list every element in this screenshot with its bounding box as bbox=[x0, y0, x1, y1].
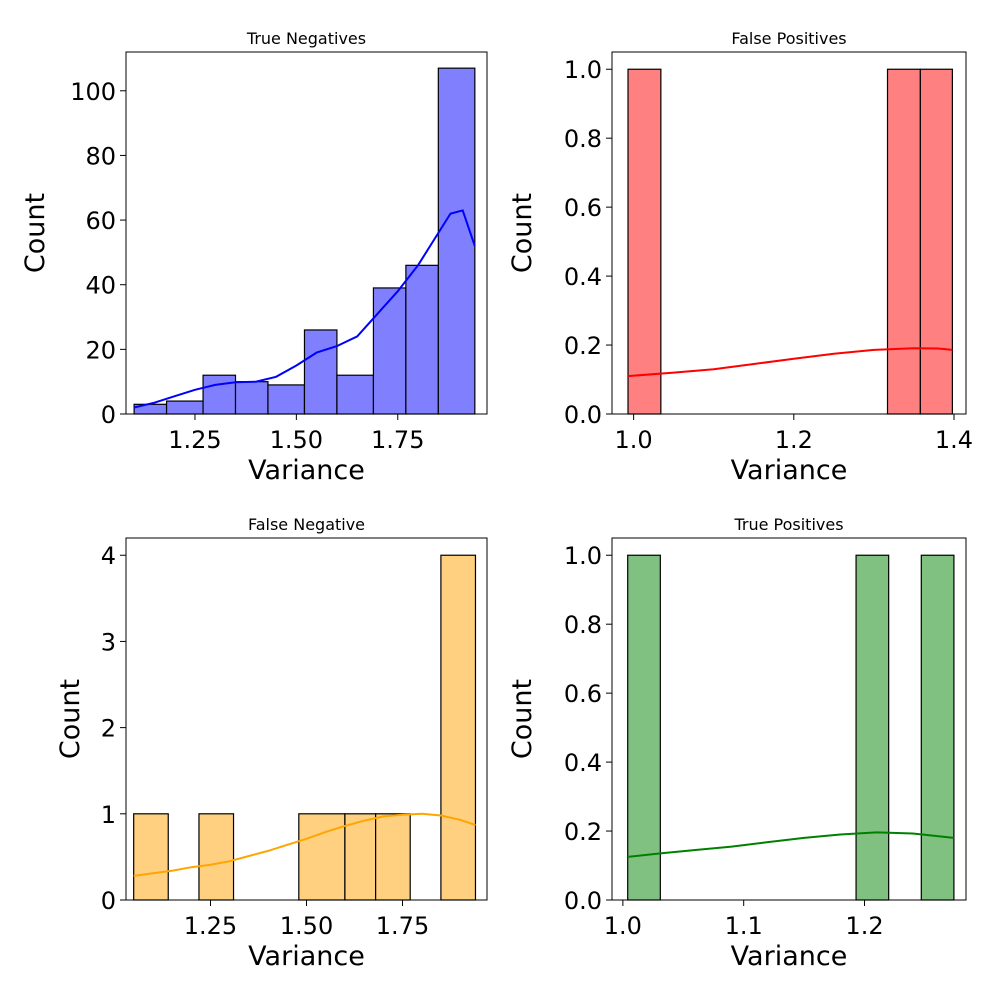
kde-line bbox=[627, 347, 953, 378]
chart-title: True Positives bbox=[733, 515, 843, 534]
y-tick-label: 2 bbox=[101, 715, 116, 743]
plot-frame bbox=[125, 51, 488, 415]
x-axis-label: Variance bbox=[731, 941, 848, 972]
y-tick-label: 0.0 bbox=[564, 401, 602, 429]
histogram-bar bbox=[375, 813, 411, 901]
kde-line bbox=[133, 812, 476, 877]
x-axis-label: Variance bbox=[248, 941, 365, 972]
histogram-bar bbox=[303, 329, 338, 415]
y-tick-label: 40 bbox=[85, 272, 116, 300]
histogram-bar bbox=[855, 554, 890, 901]
chart-title: False Positives bbox=[731, 29, 846, 48]
y-tick-label: 1.0 bbox=[564, 56, 602, 84]
x-tick-label: 1.0 bbox=[604, 912, 642, 940]
x-axis-label: Variance bbox=[731, 455, 848, 486]
y-tick-label: 20 bbox=[85, 336, 116, 364]
y-tick-label: 0.6 bbox=[564, 194, 602, 222]
histogram-bar bbox=[886, 68, 921, 415]
x-tick-label: 1.0 bbox=[615, 426, 653, 454]
subplot-false-positives: 1.0 1.2 1.4 0.0 0.2 0.4 0.6 0.8 1.0 False Positiv… bbox=[507, 29, 973, 486]
histogram-bar bbox=[234, 381, 269, 415]
plot-frame bbox=[611, 51, 967, 415]
y-tick-label: 0 bbox=[101, 887, 116, 915]
y-tick-label: 0.8 bbox=[564, 125, 602, 153]
x-tick-label: 1.75 bbox=[371, 426, 424, 454]
x-axis-label: Variance bbox=[248, 455, 365, 486]
x-tick-label: 1.25 bbox=[184, 912, 237, 940]
x-tick-label: 1.2 bbox=[845, 912, 883, 940]
histogram-bar bbox=[298, 813, 346, 901]
subplot-true-positives: 1.0 1.1 1.2 0.0 0.2 0.4 0.6 0.8 1.0 True Positive… bbox=[507, 515, 967, 972]
y-tick-label: 3 bbox=[101, 628, 116, 656]
y-tick-label: 0.2 bbox=[564, 332, 602, 360]
histogram-bar bbox=[920, 554, 955, 901]
plot-frame bbox=[611, 537, 967, 901]
histogram-bar bbox=[344, 813, 377, 901]
subplot-false-negative: 1.25 1.50 1.75 0 1 2 3 4 False Negative Variance C… bbox=[55, 515, 488, 972]
y-tick-label: 0 bbox=[101, 401, 116, 429]
y-tick-label: 0.4 bbox=[564, 263, 602, 291]
x-tick-label: 1.50 bbox=[280, 912, 333, 940]
x-tick-label: 1.1 bbox=[725, 912, 763, 940]
y-tick-label: 0.0 bbox=[564, 887, 602, 915]
y-tick-label: 60 bbox=[85, 207, 116, 235]
y-tick-label: 1 bbox=[101, 801, 116, 829]
chart-title: False Negative bbox=[248, 515, 365, 534]
kde-line bbox=[133, 209, 476, 409]
y-axis-label: Count bbox=[20, 193, 51, 273]
histogram-bar bbox=[440, 554, 477, 901]
histogram-bar bbox=[627, 554, 661, 901]
y-tick-label: 100 bbox=[70, 78, 116, 106]
y-tick-label: 80 bbox=[85, 142, 116, 170]
x-tick-label: 1.75 bbox=[376, 912, 429, 940]
subplot-true-negatives: 1.25 1.50 1.75 0 20 40 60 80 100 True Negatives Va… bbox=[20, 29, 488, 486]
y-tick-label: 4 bbox=[101, 542, 116, 570]
x-tick-label: 1.2 bbox=[775, 426, 813, 454]
histogram-bar bbox=[165, 400, 204, 415]
kde-line bbox=[627, 831, 955, 858]
y-axis-label: Count bbox=[507, 193, 538, 273]
histogram-bar bbox=[202, 374, 237, 415]
y-axis-label: Count bbox=[55, 679, 86, 759]
chart-title: True Negatives bbox=[246, 29, 366, 48]
y-tick-label: 0.4 bbox=[564, 749, 602, 777]
y-tick-label: 1.0 bbox=[564, 542, 602, 570]
histogram-bar bbox=[919, 68, 953, 415]
histogram-bar bbox=[133, 813, 169, 901]
histogram-bar bbox=[372, 287, 407, 415]
x-tick-label: 1.25 bbox=[168, 426, 221, 454]
x-tick-label: 1.4 bbox=[935, 426, 973, 454]
histogram-bar bbox=[336, 374, 375, 415]
y-tick-label: 0.6 bbox=[564, 680, 602, 708]
x-tick-label: 1.50 bbox=[270, 426, 323, 454]
histogram-bar bbox=[437, 67, 476, 415]
y-tick-label: 0.2 bbox=[564, 818, 602, 846]
y-tick-label: 0.8 bbox=[564, 611, 602, 639]
histogram-bar bbox=[267, 384, 306, 415]
histogram-bar bbox=[198, 813, 235, 901]
y-axis-label: Count bbox=[507, 679, 538, 759]
histogram-bar bbox=[405, 264, 439, 415]
histogram-bar bbox=[627, 68, 662, 415]
